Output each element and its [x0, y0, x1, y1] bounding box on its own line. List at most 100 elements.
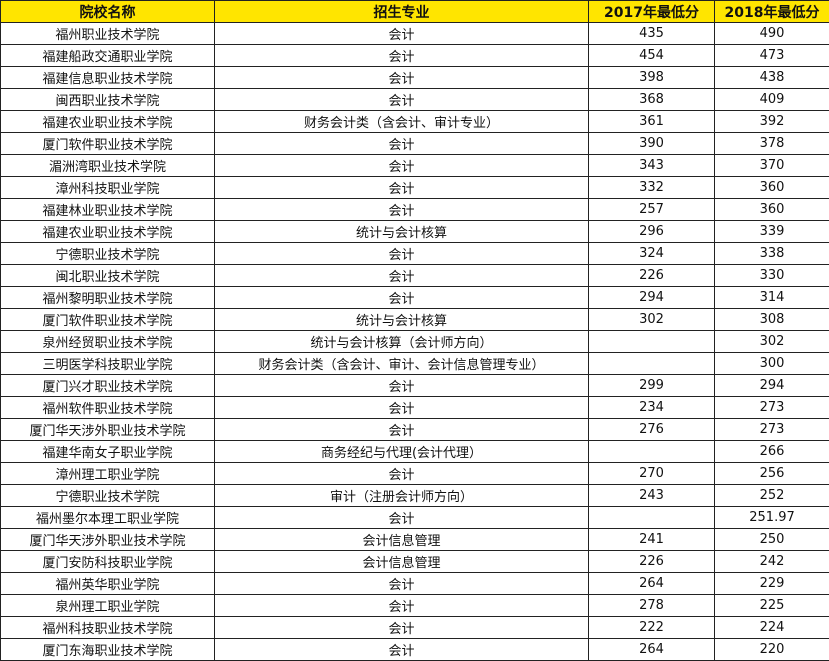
table-row: 厦门安防科技职业学院 会计信息管理 226 242 — [0, 550, 829, 573]
score-2018-cell: 409 — [714, 88, 829, 111]
score-2018-cell: 242 — [714, 550, 829, 573]
table-row: 福州墨尔本理工职业学院 会计 251.97 — [0, 506, 829, 529]
score-2018-cell: 378 — [714, 132, 829, 155]
score-2017-cell: 234 — [588, 396, 715, 419]
table-row: 厦门华天涉外职业技术学院 会计信息管理 241 250 — [0, 528, 829, 551]
major-cell: 会计 — [214, 44, 589, 67]
table-row: 闽北职业技术学院 会计 226 330 — [0, 264, 829, 287]
score-2018-cell: 438 — [714, 66, 829, 89]
score-2018-cell: 273 — [714, 396, 829, 419]
table-row: 闽西职业技术学院 会计 368 409 — [0, 88, 829, 111]
score-2017-cell: 276 — [588, 418, 715, 441]
major-cell: 会计 — [214, 506, 589, 529]
score-2017-cell: 296 — [588, 220, 715, 243]
score-2017-cell: 332 — [588, 176, 715, 199]
school-cell: 泉州经贸职业技术学院 — [0, 330, 215, 353]
major-cell: 会计 — [214, 132, 589, 155]
school-cell: 漳州理工职业学院 — [0, 462, 215, 485]
table-row: 厦门兴才职业技术学院 会计 299 294 — [0, 374, 829, 397]
school-cell: 福州软件职业技术学院 — [0, 396, 215, 419]
score-2018-cell: 330 — [714, 264, 829, 287]
score-2018-cell: 273 — [714, 418, 829, 441]
school-cell: 厦门东海职业技术学院 — [0, 638, 215, 661]
score-2017-cell: 454 — [588, 44, 715, 67]
major-cell: 会计 — [214, 594, 589, 617]
score-2017-cell: 324 — [588, 242, 715, 265]
header-2017-min: 2017年最低分 — [588, 0, 715, 23]
major-cell: 财务会计类（含会计、审计、会计信息管理专业） — [214, 352, 589, 375]
table-row: 福建农业职业技术学院 财务会计类（含会计、审计专业） 361 392 — [0, 110, 829, 133]
table-row: 宁德职业技术学院 审计（注册会计师方向） 243 252 — [0, 484, 829, 507]
score-2018-cell: 490 — [714, 22, 829, 45]
score-2017-cell: 226 — [588, 264, 715, 287]
school-cell: 福建信息职业技术学院 — [0, 66, 215, 89]
score-2018-cell: 251.97 — [714, 506, 829, 529]
table-row: 福建林业职业技术学院 会计 257 360 — [0, 198, 829, 221]
score-2017-cell: 294 — [588, 286, 715, 309]
school-cell: 湄洲湾职业技术学院 — [0, 154, 215, 177]
major-cell: 统计与会计核算（会计师方向） — [214, 330, 589, 353]
score-2017-cell: 390 — [588, 132, 715, 155]
school-cell: 厦门软件职业技术学院 — [0, 308, 215, 331]
header-2018-min: 2018年最低分 — [714, 0, 829, 23]
school-cell: 泉州理工职业学院 — [0, 594, 215, 617]
table-row: 福州英华职业学院 会计 264 229 — [0, 572, 829, 595]
score-2018-cell: 370 — [714, 154, 829, 177]
score-2017-cell — [588, 440, 715, 463]
score-2018-cell: 392 — [714, 110, 829, 133]
school-cell: 福建农业职业技术学院 — [0, 110, 215, 133]
major-cell: 统计与会计核算 — [214, 220, 589, 243]
header-major: 招生专业 — [214, 0, 589, 23]
score-2018-cell: 473 — [714, 44, 829, 67]
score-2017-cell — [588, 352, 715, 375]
major-cell: 会计 — [214, 264, 589, 287]
major-cell: 财务会计类（含会计、审计专业） — [214, 110, 589, 133]
table-row: 福建农业职业技术学院 统计与会计核算 296 339 — [0, 220, 829, 243]
table-row: 厦门软件职业技术学院 会计 390 378 — [0, 132, 829, 155]
table-row: 厦门软件职业技术学院 统计与会计核算 302 308 — [0, 308, 829, 331]
school-cell: 厦门兴才职业技术学院 — [0, 374, 215, 397]
school-cell: 厦门软件职业技术学院 — [0, 132, 215, 155]
table-row: 漳州科技职业学院 会计 332 360 — [0, 176, 829, 199]
table-row: 福建船政交通职业学院 会计 454 473 — [0, 44, 829, 67]
major-cell: 会计 — [214, 462, 589, 485]
score-2017-cell: 257 — [588, 198, 715, 221]
school-cell: 福建华南女子职业学院 — [0, 440, 215, 463]
school-cell: 漳州科技职业学院 — [0, 176, 215, 199]
score-2018-cell: 302 — [714, 330, 829, 353]
table-row: 厦门华天涉外职业技术学院 会计 276 273 — [0, 418, 829, 441]
school-cell: 闽西职业技术学院 — [0, 88, 215, 111]
major-cell: 会计 — [214, 22, 589, 45]
school-cell: 厦门华天涉外职业技术学院 — [0, 528, 215, 551]
table-row: 福州软件职业技术学院 会计 234 273 — [0, 396, 829, 419]
score-2018-cell: 256 — [714, 462, 829, 485]
score-2017-cell: 241 — [588, 528, 715, 551]
school-cell: 福州英华职业学院 — [0, 572, 215, 595]
score-2017-cell: 302 — [588, 308, 715, 331]
score-2017-cell: 270 — [588, 462, 715, 485]
score-2018-cell: 229 — [714, 572, 829, 595]
score-2017-cell: 222 — [588, 616, 715, 639]
score-2017-cell: 264 — [588, 638, 715, 661]
score-2018-cell: 294 — [714, 374, 829, 397]
score-2018-cell: 300 — [714, 352, 829, 375]
score-2018-cell: 339 — [714, 220, 829, 243]
school-cell: 福建船政交通职业学院 — [0, 44, 215, 67]
score-2018-cell: 252 — [714, 484, 829, 507]
major-cell: 会计 — [214, 638, 589, 661]
school-cell: 厦门华天涉外职业技术学院 — [0, 418, 215, 441]
score-2017-cell: 361 — [588, 110, 715, 133]
score-2017-cell: 243 — [588, 484, 715, 507]
table-row: 福建华南女子职业学院 商务经纪与代理(会计代理） 266 — [0, 440, 829, 463]
table-row: 宁德职业技术学院 会计 324 338 — [0, 242, 829, 265]
table-row: 湄洲湾职业技术学院 会计 343 370 — [0, 154, 829, 177]
school-cell: 福州职业技术学院 — [0, 22, 215, 45]
table-row: 三明医学科技职业学院 财务会计类（含会计、审计、会计信息管理专业） 300 — [0, 352, 829, 375]
major-cell: 会计 — [214, 286, 589, 309]
score-2018-cell: 225 — [714, 594, 829, 617]
major-cell: 审计（注册会计师方向） — [214, 484, 589, 507]
school-cell: 宁德职业技术学院 — [0, 242, 215, 265]
school-cell: 福建农业职业技术学院 — [0, 220, 215, 243]
school-cell: 宁德职业技术学院 — [0, 484, 215, 507]
